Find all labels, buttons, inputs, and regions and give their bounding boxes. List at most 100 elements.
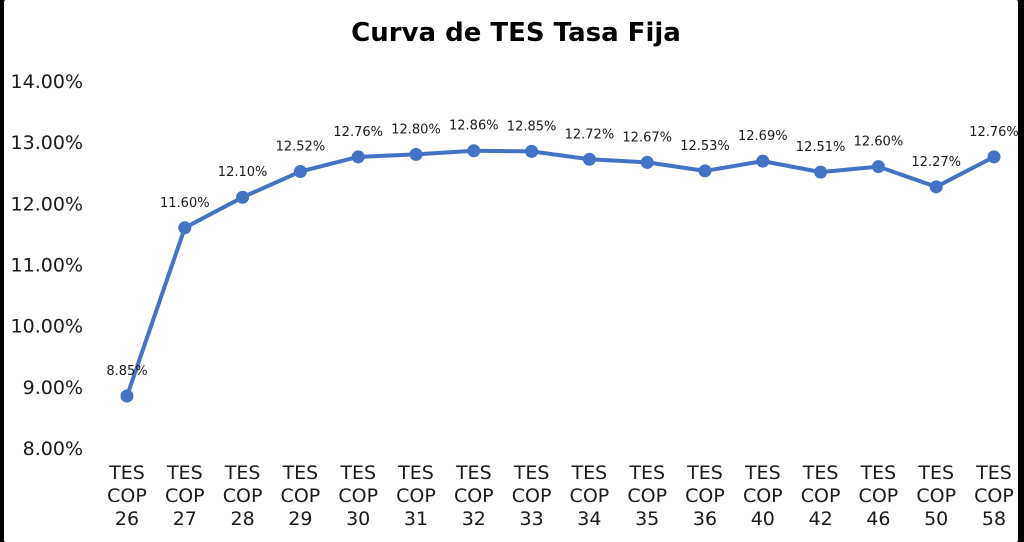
x-tick-label-line: COP bbox=[743, 485, 783, 507]
x-tick-label-line: TES bbox=[339, 462, 376, 484]
x-tick-label-line: TES bbox=[224, 462, 261, 484]
x-tick-label-line: COP bbox=[107, 485, 147, 507]
x-tick-label-line: TES bbox=[397, 462, 434, 484]
x-tick-label-line: COP bbox=[338, 485, 378, 507]
x-tick-label-line: TES bbox=[571, 462, 608, 484]
x-tick-label-line: TES bbox=[108, 462, 145, 484]
x-tick-label-line: 27 bbox=[173, 508, 197, 530]
x-tick-label-line: 42 bbox=[809, 508, 833, 530]
x-tick-label-line: TES bbox=[455, 462, 492, 484]
x-tick-label-line: COP bbox=[801, 485, 841, 507]
x-tick-label: TES COP 34 bbox=[570, 462, 610, 530]
x-tick-label-line: COP bbox=[223, 485, 263, 507]
data-label: 12.10% bbox=[218, 165, 268, 180]
data-label: 12.27% bbox=[911, 155, 961, 170]
data-label: 12.76% bbox=[969, 125, 1019, 140]
data-label: 12.72% bbox=[565, 127, 615, 142]
x-tick-label: TES COP 28 bbox=[223, 462, 263, 530]
x-tick-label: TES COP 36 bbox=[685, 462, 725, 530]
x-tick-label-line: COP bbox=[685, 485, 725, 507]
x-tick-label-line: 30 bbox=[346, 508, 370, 530]
x-tick-label-line: TES bbox=[860, 462, 897, 484]
x-tick-label: TES COP 32 bbox=[454, 462, 494, 530]
x-tick-label: TES COP 31 bbox=[396, 462, 436, 530]
data-point bbox=[178, 221, 192, 235]
x-tick-label-line: 50 bbox=[924, 508, 948, 530]
x-tick-label: TES COP 33 bbox=[512, 462, 552, 530]
x-tick-label: TES COP 42 bbox=[801, 462, 841, 530]
data-label: 12.60% bbox=[854, 135, 904, 150]
data-point bbox=[525, 144, 539, 158]
data-point bbox=[814, 165, 828, 179]
x-tick-label-line: TES bbox=[513, 462, 550, 484]
x-tick-label-line: TES bbox=[975, 462, 1012, 484]
y-tick-label: 13.00% bbox=[11, 132, 83, 154]
x-tick-label-line: TES bbox=[628, 462, 665, 484]
data-label: 12.53% bbox=[680, 139, 730, 154]
x-tick-label-line: COP bbox=[974, 485, 1014, 507]
x-tick-label: TES COP 30 bbox=[338, 462, 378, 530]
x-tick-label-line: 33 bbox=[520, 508, 544, 530]
y-tick-label: 8.00% bbox=[23, 438, 83, 460]
x-tick-label-line: TES bbox=[282, 462, 319, 484]
x-tick-label-line: 36 bbox=[693, 508, 717, 530]
data-point bbox=[293, 165, 307, 179]
data-label: 12.69% bbox=[738, 129, 788, 144]
data-label: 11.60% bbox=[160, 196, 210, 211]
x-tick-label-line: 35 bbox=[635, 508, 659, 530]
y-tick-label: 14.00% bbox=[11, 71, 83, 93]
y-axis: 8.00% 9.00% 10.00% 11.00% 12.00% 13.00% 14.00% bbox=[11, 71, 83, 460]
x-tick-label-line: COP bbox=[396, 485, 436, 507]
data-point bbox=[120, 389, 134, 403]
data-label: 12.80% bbox=[391, 122, 441, 137]
data-label: 12.86% bbox=[449, 119, 499, 134]
data-point bbox=[756, 154, 770, 168]
x-tick-label-line: COP bbox=[512, 485, 552, 507]
x-tick-label-line: TES bbox=[917, 462, 954, 484]
x-tick-label-line: COP bbox=[570, 485, 610, 507]
data-point bbox=[409, 147, 423, 161]
data-point bbox=[640, 155, 654, 169]
x-tick-label-line: 32 bbox=[462, 508, 486, 530]
x-tick-label: TES COP 35 bbox=[627, 462, 667, 530]
x-tick-label-line: COP bbox=[281, 485, 321, 507]
data-point bbox=[582, 152, 596, 166]
x-tick-label: TES COP 50 bbox=[916, 462, 956, 530]
x-tick-label: TES COP 26 bbox=[107, 462, 147, 530]
x-tick-label: TES COP 46 bbox=[859, 462, 899, 530]
x-tick-label-line: TES bbox=[686, 462, 723, 484]
y-tick-label: 12.00% bbox=[11, 193, 83, 215]
y-tick-label: 11.00% bbox=[11, 255, 83, 277]
data-point bbox=[236, 190, 250, 204]
x-tick-label-line: COP bbox=[859, 485, 899, 507]
chart-frame bbox=[4, 0, 1018, 542]
x-tick-label-line: COP bbox=[916, 485, 956, 507]
data-label: 12.51% bbox=[796, 140, 846, 155]
x-tick-label-line: COP bbox=[165, 485, 205, 507]
x-tick-label-line: TES bbox=[166, 462, 203, 484]
data-point bbox=[698, 164, 712, 178]
x-tick-label: TES COP 27 bbox=[165, 462, 205, 530]
data-label: 12.52% bbox=[276, 140, 326, 155]
x-tick-label-line: 34 bbox=[577, 508, 601, 530]
x-tick-label: TES COP 29 bbox=[281, 462, 321, 530]
chart-title: Curva de TES Tasa Fija bbox=[351, 18, 681, 48]
data-point bbox=[351, 150, 365, 164]
x-tick-label-line: 31 bbox=[404, 508, 428, 530]
data-point bbox=[871, 160, 885, 174]
x-tick-label-line: TES bbox=[802, 462, 839, 484]
x-tick-label: TES COP 40 bbox=[743, 462, 783, 530]
data-label: 8.85% bbox=[106, 364, 147, 379]
y-tick-label: 9.00% bbox=[23, 377, 83, 399]
data-label: 12.76% bbox=[333, 125, 383, 140]
x-tick-label-line: 29 bbox=[288, 508, 312, 530]
x-tick-label-line: 28 bbox=[231, 508, 255, 530]
series-line bbox=[125, 148, 996, 399]
data-label: 12.67% bbox=[622, 130, 672, 145]
x-tick-label-line: TES bbox=[744, 462, 781, 484]
x-tick-label-line: 40 bbox=[751, 508, 775, 530]
y-tick-label: 10.00% bbox=[11, 316, 83, 338]
x-tick-label-line: COP bbox=[454, 485, 494, 507]
